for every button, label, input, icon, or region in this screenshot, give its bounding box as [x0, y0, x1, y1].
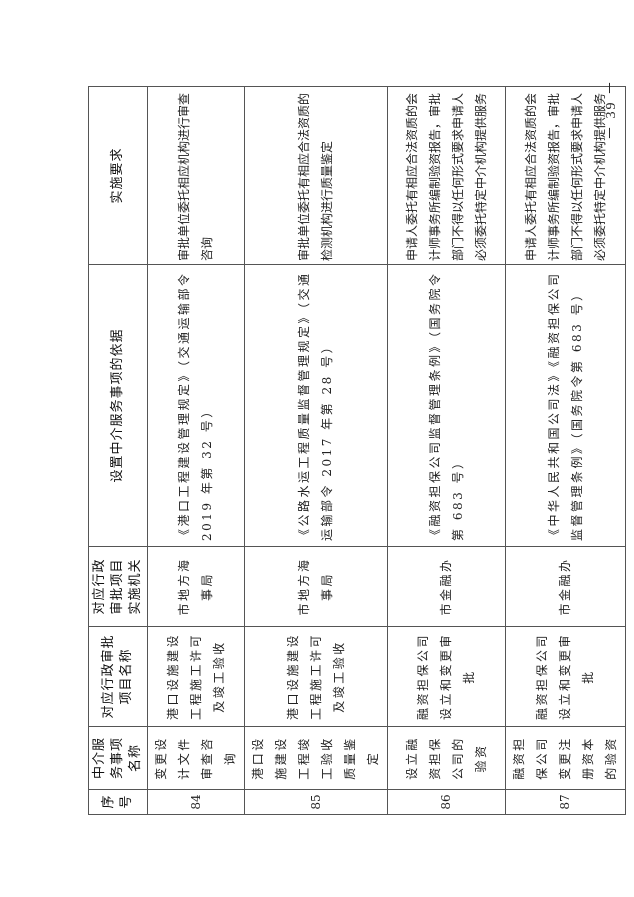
header-requirement: 实施要求	[88, 86, 148, 265]
header-authority: 对应行政审批项目实施机关	[88, 546, 148, 627]
cell-no: 84	[147, 789, 245, 815]
cell-basis: 《公路水运工程质量监督管理规定》（交通运输部令 2017 年第 28 号）	[244, 264, 388, 547]
cell-basis: 《中华人民共和国公司法》《融资担保公司监督管理条例》（国务院令第 683 号）	[505, 264, 626, 547]
cell-approval: 港口设施建设工程施工许可及竣工验收	[244, 626, 388, 727]
cell-basis: 《港口工程建设管理规定》（交通运输部令 2019 年第 32 号）	[147, 264, 245, 547]
cell-requirement: 审批单位委托有相应合法资质的检测机构进行质量鉴定	[244, 86, 388, 265]
cell-requirement: 审批单位委托相应机构进行审查咨询	[147, 86, 245, 265]
cell-no: 86	[387, 789, 506, 815]
cell-no: 87	[505, 789, 626, 815]
cell-authority: 市地方海事局	[147, 546, 245, 627]
cell-service: 设立融资担保公司的验资	[387, 726, 506, 790]
page-number: － 39 －	[604, 79, 619, 140]
cell-authority: 市地方海事局	[244, 546, 388, 627]
cell-basis: 《融资担保公司监督管理条例》（国务院令第 683 号）	[387, 264, 506, 547]
cell-authority: 市金融办	[387, 546, 506, 627]
cell-no: 85	[244, 789, 388, 815]
header-service: 中介服务事项名称	[88, 726, 148, 790]
cell-approval: 融资担保公司设立和变更审批	[505, 626, 626, 727]
cell-service: 融资担保公司变更注册资本的验资	[505, 726, 626, 790]
table-header-row: 序号 中介服务事项名称 对应行政审批项目名称 对应行政审批项目实施机关 设置中介…	[88, 86, 148, 815]
cell-approval: 融资担保公司设立和变更审批	[387, 626, 506, 727]
table-row: 87 融资担保公司变更注册资本的验资 融资担保公司设立和变更审批 市金融办 《中…	[505, 86, 626, 815]
intermediary-services-table: 序号 中介服务事项名称 对应行政审批项目名称 对应行政审批项目实施机关 设置中介…	[88, 86, 626, 815]
cell-service: 港口设施建设工程竣工验收质量鉴定	[244, 726, 388, 790]
cell-requirement: 申请人委托有相应合法资质的会计师事务所编制验资报告，审批部门不得以任何形式要求申…	[387, 86, 506, 265]
cell-service: 变更设计文件审查咨询	[147, 726, 245, 790]
header-no: 序号	[88, 789, 148, 815]
table-row: 85 港口设施建设工程竣工验收质量鉴定 港口设施建设工程施工许可及竣工验收 市地…	[244, 86, 388, 815]
cell-approval: 港口设施建设工程施工许可及竣工验收	[147, 626, 245, 727]
cell-authority: 市金融办	[505, 546, 626, 627]
table-row: 86 设立融资担保公司的验资 融资担保公司设立和变更审批 市金融办 《融资担保公…	[387, 86, 506, 815]
table-row: 84 变更设计文件审查咨询 港口设施建设工程施工许可及竣工验收 市地方海事局 《…	[147, 86, 245, 815]
header-basis: 设置中介服务事项的依据	[88, 264, 148, 547]
header-approval: 对应行政审批项目名称	[88, 626, 148, 727]
